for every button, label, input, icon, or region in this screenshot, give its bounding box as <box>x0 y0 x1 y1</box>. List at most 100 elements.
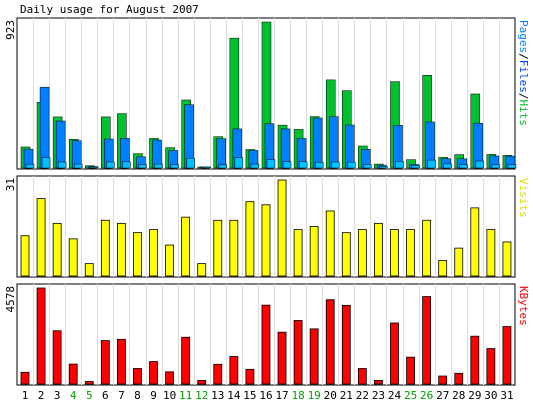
kbytes-panel: 4578 KBytes <box>4 283 530 386</box>
bar-kbytes-day-9 <box>149 361 158 385</box>
bar-kbytes-day-14 <box>229 356 239 385</box>
bar-visits-day-5 <box>84 263 94 277</box>
bar-kbytes-day-24 <box>390 322 399 385</box>
y-max-label: 31 <box>4 178 17 191</box>
bar-files-day-19 <box>312 117 323 169</box>
bar-kbytes-day-27 <box>438 375 448 385</box>
bar-visits-day-21 <box>341 232 351 277</box>
day-label-7: 7 <box>118 389 125 402</box>
legend: Visits <box>517 178 530 218</box>
day-label-3: 3 <box>54 389 61 402</box>
day-label-21: 21 <box>340 389 353 402</box>
day-label-31: 31 <box>500 389 513 402</box>
bar-kbytes-day-13 <box>213 363 223 385</box>
bar-pages-day-22 <box>363 164 372 169</box>
bar-files-day-20 <box>328 116 339 169</box>
bar-pages-day-16 <box>266 159 276 169</box>
bar-kbytes-day-16 <box>261 304 271 385</box>
bar-kbytes-day-17 <box>277 331 287 385</box>
day-label-17: 17 <box>275 389 288 402</box>
day-label-12: 12 <box>195 389 208 402</box>
legend-item: / <box>517 53 530 60</box>
bar-visits-day-16 <box>261 204 271 277</box>
bar-visits-day-9 <box>149 229 158 277</box>
bar-pages-day-7 <box>122 161 131 169</box>
bar-visits-day-15 <box>245 201 255 277</box>
bar-pages-day-2 <box>41 157 51 169</box>
bar-pages-day-21 <box>347 161 356 169</box>
bar-pages-day-13 <box>218 164 228 169</box>
legend-item: Visits <box>517 178 530 218</box>
bar-visits-day-6 <box>100 219 110 277</box>
bar-visits-day-29 <box>470 207 480 277</box>
bar-visits-day-10 <box>165 244 174 277</box>
y-max-label: 4578 <box>4 286 17 313</box>
bar-visits-day-14 <box>229 219 239 277</box>
day-label-25: 25 <box>404 389 417 402</box>
bar-visits-day-12 <box>197 263 207 277</box>
bar-kbytes-day-6 <box>100 340 110 385</box>
bar-kbytes-day-19 <box>309 328 319 385</box>
bar-kbytes-day-5 <box>84 381 94 385</box>
bar-pages-day-31 <box>507 164 517 169</box>
bar-pages-day-30 <box>491 164 501 169</box>
bar-kbytes-day-1 <box>20 371 30 385</box>
bar-kbytes-day-29 <box>470 335 480 385</box>
bar-pages-day-23 <box>379 166 388 169</box>
day-label-22: 22 <box>356 389 369 402</box>
legend-item: KBytes <box>517 286 530 326</box>
bar-visits-day-7 <box>116 222 126 277</box>
bar-kbytes-day-31 <box>502 326 512 385</box>
bar-visits-day-22 <box>357 229 367 277</box>
day-labels: 1 2 3 4 5 6 7 8 9 10 11 12 13 14 15 16 17 18 19 20 21 22 23 24 2… <box>22 389 514 402</box>
hits-panel: 923 Pages/Files/Hits <box>4 17 530 170</box>
bar-pages-day-18 <box>298 161 308 169</box>
legend-item: Pages <box>517 20 530 53</box>
day-label-30: 30 <box>484 389 497 402</box>
bar-pages-day-3 <box>57 161 67 169</box>
day-label-26: 26 <box>420 389 433 402</box>
bar-files-day-2 <box>39 86 50 169</box>
bar-visits-day-23 <box>374 222 383 277</box>
bar-visits-day-26 <box>422 219 432 277</box>
bar-pages-day-11 <box>186 157 195 169</box>
day-label-23: 23 <box>372 389 385 402</box>
y-max-label: 923 <box>4 20 17 40</box>
bar-pages-day-19 <box>314 162 324 169</box>
bar-visits-day-31 <box>502 241 512 277</box>
bar-kbytes-day-12 <box>197 380 207 385</box>
day-label-1: 1 <box>22 389 29 402</box>
bar-kbytes-day-11 <box>181 336 191 385</box>
bar-pages-day-15 <box>250 163 260 169</box>
day-label-13: 13 <box>211 389 224 402</box>
bar-pages-day-28 <box>459 164 468 169</box>
bar-files-day-21 <box>345 124 355 169</box>
bar-kbytes-day-23 <box>374 380 383 385</box>
bar-visits-day-1 <box>20 235 30 277</box>
bar-visits-day-27 <box>438 260 448 277</box>
bar-pages-day-14 <box>234 157 244 169</box>
bar-kbytes-day-8 <box>133 368 142 385</box>
bar-kbytes-day-7 <box>116 338 126 385</box>
bar-pages-day-20 <box>330 161 340 169</box>
day-label-18: 18 <box>292 389 305 402</box>
day-label-10: 10 <box>163 389 176 402</box>
day-label-6: 6 <box>102 389 109 402</box>
bar-pages-day-25 <box>411 165 420 169</box>
bar-pages-day-6 <box>106 161 115 169</box>
bar-visits-day-20 <box>325 210 335 277</box>
legend-item: Hits <box>517 100 530 127</box>
bar-kbytes-day-30 <box>486 348 496 385</box>
bar-kbytes-day-21 <box>341 304 351 385</box>
bar-visits-day-24 <box>390 229 399 277</box>
bar-pages-day-4 <box>73 163 83 169</box>
bar-pages-day-9 <box>154 163 163 169</box>
bar-pages-day-24 <box>395 161 404 169</box>
day-label-29: 29 <box>468 389 481 402</box>
bar-kbytes-day-4 <box>68 363 78 385</box>
day-label-27: 27 <box>436 389 449 402</box>
day-label-9: 9 <box>150 389 157 402</box>
day-label-4: 4 <box>70 389 77 402</box>
